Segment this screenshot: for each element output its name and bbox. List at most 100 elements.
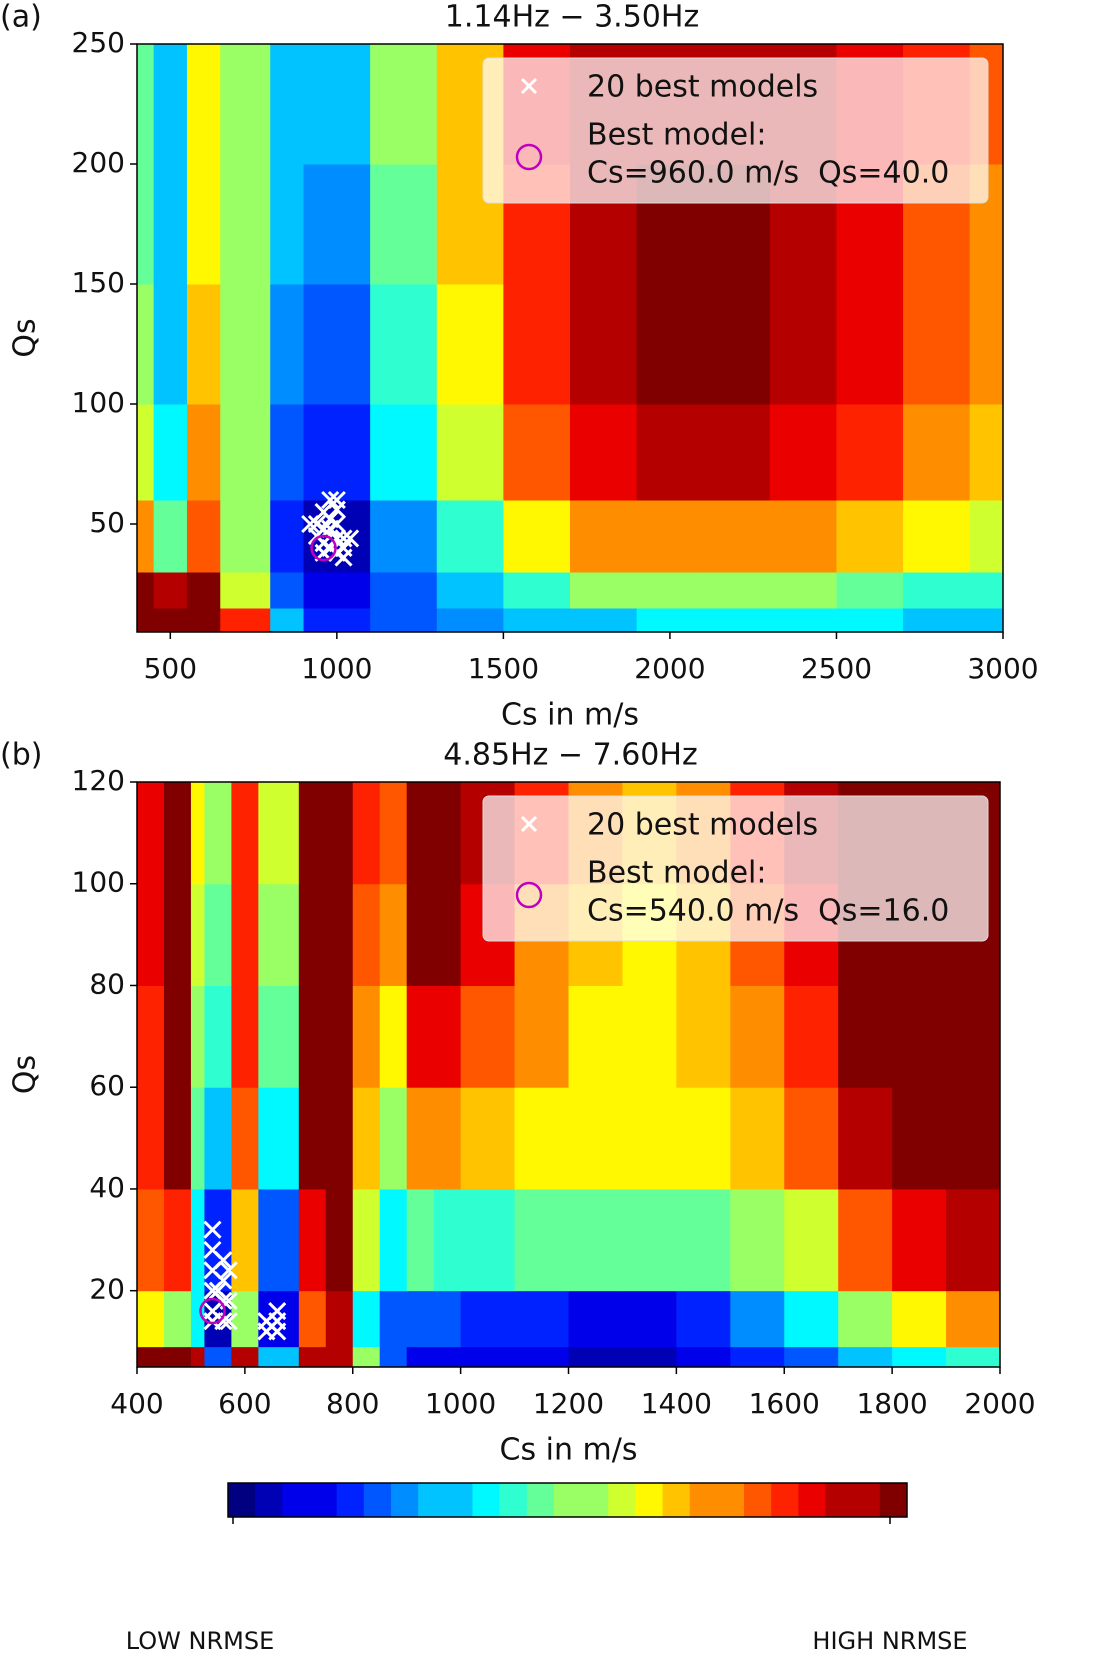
heat-cell bbox=[969, 608, 1004, 633]
marker-stroke bbox=[208, 1281, 227, 1300]
x-tick-label: 500 bbox=[144, 652, 197, 685]
legend-best-label: Cs=540.0 m/s Qs=16.0 bbox=[587, 894, 949, 929]
heat-cell bbox=[514, 1290, 569, 1348]
heat-cell bbox=[969, 404, 1004, 501]
heat-cell bbox=[406, 1290, 435, 1348]
legend-marker-x bbox=[520, 815, 538, 833]
heat-cell bbox=[836, 500, 904, 573]
colorbar-cell bbox=[608, 1483, 636, 1517]
heat-cell bbox=[137, 1188, 165, 1292]
heat-cell bbox=[903, 404, 971, 501]
heat-cell bbox=[406, 782, 435, 885]
legend-box bbox=[482, 57, 989, 204]
heat-cell bbox=[436, 284, 504, 405]
heat-cell bbox=[270, 284, 305, 405]
heat-cell bbox=[153, 44, 188, 165]
heat-cell bbox=[570, 500, 638, 573]
heat-cell bbox=[503, 500, 571, 573]
heat-cell bbox=[436, 572, 504, 609]
heat-cell bbox=[298, 1188, 327, 1292]
heat-cell bbox=[514, 1346, 569, 1368]
heat-cell bbox=[231, 985, 259, 1088]
chart-title: 1.14Hz − 3.50Hz bbox=[445, 0, 699, 35]
heat-cell bbox=[903, 572, 971, 609]
heat-cell bbox=[231, 1290, 259, 1348]
heat-cell bbox=[137, 284, 155, 405]
heat-cell bbox=[769, 608, 837, 633]
heat-cell bbox=[137, 1087, 165, 1190]
marker-stroke bbox=[268, 1301, 287, 1321]
colorbar-cell bbox=[336, 1483, 365, 1517]
heat-cell bbox=[636, 572, 704, 609]
y-tick-label: 50 bbox=[89, 506, 125, 539]
marker-stroke bbox=[214, 1291, 233, 1310]
marker-stroke bbox=[301, 514, 320, 534]
heat-cell bbox=[838, 1087, 893, 1190]
heat-cell bbox=[270, 572, 305, 609]
colorbar-cell bbox=[689, 1483, 718, 1517]
marker-stroke bbox=[203, 1240, 222, 1260]
heat-cell bbox=[622, 1087, 677, 1190]
marker-stroke bbox=[327, 529, 346, 548]
colorbar-frame bbox=[227, 1482, 908, 1518]
legend-label: Best model: bbox=[587, 118, 767, 153]
heat-cell bbox=[903, 284, 971, 405]
heat-cell bbox=[220, 44, 271, 165]
legend-best-label: Cs=960.0 m/s Qs=40.0 bbox=[587, 156, 949, 191]
x-tick-label: 1200 bbox=[533, 1387, 604, 1420]
x-tick-label: 1500 bbox=[468, 652, 539, 685]
heat-cell bbox=[460, 985, 516, 1088]
marker-stroke bbox=[341, 529, 360, 548]
heat-cell bbox=[769, 572, 837, 609]
marker-x bbox=[321, 490, 340, 510]
heat-cell bbox=[204, 1087, 232, 1190]
heat-cell bbox=[153, 500, 188, 573]
heat-cell bbox=[190, 1188, 205, 1292]
heat-cell bbox=[379, 1290, 408, 1348]
heat-cell bbox=[838, 1290, 893, 1348]
heat-cell bbox=[258, 782, 300, 885]
heat-cell bbox=[352, 1087, 381, 1190]
heat-cell bbox=[784, 1087, 839, 1190]
heat-cell bbox=[325, 1087, 354, 1190]
colorbar-cell bbox=[255, 1483, 283, 1517]
y-tick-label: 150 bbox=[72, 266, 125, 299]
heat-cell bbox=[969, 284, 1004, 405]
x-tick-label: 1000 bbox=[301, 652, 372, 685]
panel-label: (a) bbox=[0, 0, 42, 35]
heat-cell bbox=[153, 164, 188, 285]
panel-label: (b) bbox=[0, 738, 42, 773]
heat-cell bbox=[836, 608, 904, 633]
heat-cell bbox=[137, 404, 155, 501]
heat-cell bbox=[137, 44, 155, 165]
heat-cell bbox=[137, 164, 155, 285]
marker-stroke bbox=[214, 1312, 233, 1331]
heat-cell bbox=[460, 1188, 516, 1292]
marker-stroke bbox=[520, 77, 538, 95]
heat-cell bbox=[622, 1290, 677, 1348]
heat-cell bbox=[406, 985, 435, 1088]
colorbar-cell bbox=[852, 1483, 881, 1517]
heat-cell bbox=[231, 1346, 259, 1368]
heat-cell bbox=[406, 1087, 435, 1190]
heat-cell bbox=[303, 608, 371, 633]
heat-cell bbox=[258, 1346, 300, 1368]
heat-cell bbox=[703, 284, 771, 405]
heat-cell bbox=[258, 985, 300, 1088]
heat-cell bbox=[836, 284, 904, 405]
heat-cell bbox=[379, 1188, 408, 1292]
heat-cell bbox=[730, 985, 785, 1088]
heat-cell bbox=[568, 985, 623, 1088]
heat-cell bbox=[514, 1188, 569, 1292]
heat-cell bbox=[433, 1290, 462, 1348]
heat-cell bbox=[703, 404, 771, 501]
marker-stroke bbox=[214, 1271, 233, 1290]
heat-cell bbox=[163, 883, 192, 986]
marker-stroke bbox=[219, 1312, 238, 1331]
heat-cell bbox=[433, 1346, 462, 1368]
heat-cell bbox=[186, 404, 221, 501]
marker-x bbox=[321, 510, 340, 529]
heat-cell bbox=[379, 985, 408, 1088]
colorbar-cell bbox=[662, 1483, 691, 1517]
